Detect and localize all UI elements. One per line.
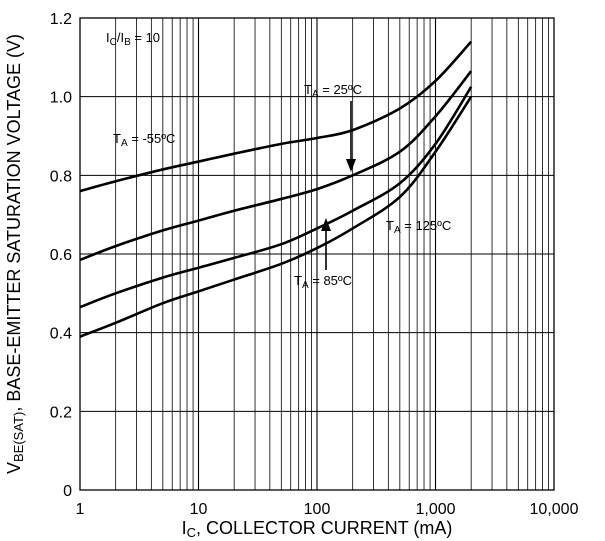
arrow-85c (321, 218, 331, 270)
plot-frame (79, 17, 555, 491)
y-tick-label: 0.8 (50, 168, 72, 185)
x-tick-label: 10,000 (530, 501, 579, 518)
series-line-25c (79, 70, 473, 262)
grid (80, 18, 554, 490)
curve-label-minus55c: TA = -55ºC (113, 131, 175, 149)
arrow-25c (346, 101, 356, 172)
series-line-minus55c (79, 40, 473, 193)
x-tick-label: 10 (190, 501, 208, 518)
condition-annotation: IC/IB = 10 (106, 30, 160, 48)
series-line-85c (79, 86, 473, 309)
x-tick-label: 100 (304, 501, 331, 518)
x-tick-label: 1,000 (415, 501, 455, 518)
y-tick-label: 0.4 (50, 326, 72, 343)
y-axis-title: VBE(SAT), BASE-EMITTER SATURATION VOLTAG… (4, 34, 26, 474)
series-line-125c (79, 95, 473, 338)
curve-label-85c: TA = 85ºC (294, 273, 352, 291)
y-tick-label: 0 (63, 483, 72, 500)
y-tick-label: 1.2 (50, 11, 72, 28)
x-axis-title: IC, COLLECTOR CURRENT (mA) (182, 518, 453, 540)
series-group (79, 40, 473, 338)
curve-label-125c: TA = 125ºC (386, 218, 451, 236)
tick-labels: 1 10 100 1,000 10,000 0 0.2 0.4 0.6 0.8 1.0 1.2 (50, 11, 579, 518)
x-tick-label: 1 (76, 501, 85, 518)
curve-label-25c: TA = 25ºC (304, 82, 362, 100)
y-tick-label: 0.6 (50, 247, 72, 264)
y-tick-label: 1.0 (50, 90, 72, 107)
y-tick-label: 0.2 (50, 404, 72, 421)
